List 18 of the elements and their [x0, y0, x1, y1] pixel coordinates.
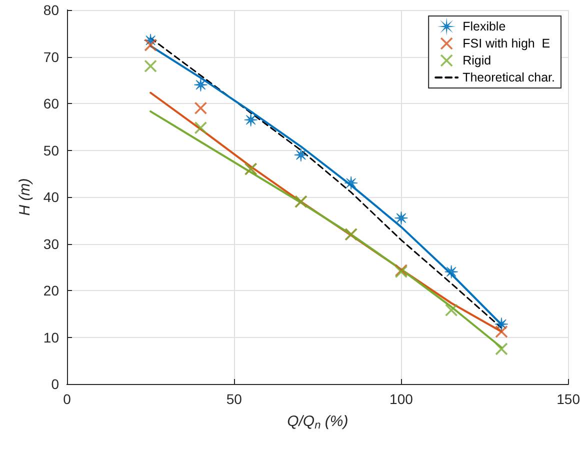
x-tick-label: 50: [226, 391, 242, 407]
y-tick-label: 80: [43, 2, 60, 18]
legend-label: Rigid: [462, 54, 492, 68]
y-tick-label: 10: [43, 329, 60, 346]
x-tick-label: 100: [390, 391, 414, 407]
y-tick-label: 70: [43, 48, 60, 65]
legend-label: Theoretical char.: [462, 70, 556, 84]
legend-label: Flexible: [462, 20, 506, 34]
legend-label: FSI with high E: [462, 36, 550, 50]
y-tick-label: 40: [43, 189, 60, 205]
x-tick-label: 0: [63, 391, 72, 407]
y-tick-label: 60: [43, 96, 60, 112]
y-axis-title: H (m): [16, 178, 34, 216]
y-tick-label: 20: [43, 282, 60, 298]
x-tick-label: 150: [556, 391, 580, 407]
y-tick-label: 30: [43, 236, 60, 252]
y-tick-label: 0: [51, 376, 60, 392]
y-tick-label: 50: [43, 142, 60, 158]
